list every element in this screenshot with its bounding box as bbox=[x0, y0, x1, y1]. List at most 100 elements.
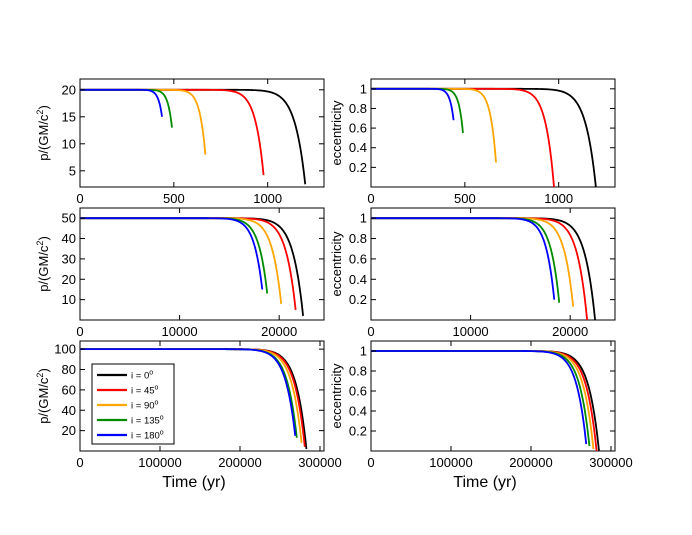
panel-row2-right: 0 10000 20000 0.2 0.4 0.6 0.8 1 eccentricity bbox=[329, 207, 616, 339]
y-tick-label: 50 bbox=[62, 211, 76, 226]
y-axis-label: eccentricity bbox=[329, 100, 344, 166]
legend-label-prefix: i = bbox=[131, 416, 144, 427]
y-tick-label: 0.8 bbox=[349, 231, 367, 246]
legend-label-value: 45 bbox=[144, 386, 155, 397]
y-tick-label: 20 bbox=[62, 82, 76, 97]
y-tick-label: 0.2 bbox=[349, 292, 367, 307]
series-line-1 bbox=[371, 87, 555, 188]
y-axis-label-sup: 2 bbox=[35, 241, 45, 246]
y-axis-label-sup: 2 bbox=[35, 373, 45, 378]
series-line-4 bbox=[371, 350, 588, 445]
legend-entry-label: i = 180o bbox=[131, 430, 164, 442]
series-group bbox=[80, 88, 307, 185]
y-axis-label: p/(GM/c2) bbox=[35, 236, 51, 292]
y-tick-label: 10 bbox=[62, 136, 76, 151]
series-line-4 bbox=[80, 88, 163, 117]
plot-frame bbox=[79, 207, 325, 321]
y-axis-label-end: ) bbox=[36, 368, 51, 372]
y-axis-label: eccentricity bbox=[329, 363, 344, 429]
series-line-1 bbox=[80, 88, 265, 176]
legend-label-prefix: i = bbox=[131, 371, 144, 382]
legend-entry-label: i = 0o bbox=[131, 370, 153, 382]
series-line-2 bbox=[371, 350, 595, 450]
x-tick-label: 0 bbox=[76, 324, 83, 339]
panel-row3-right: 0 100000 200000 300000 0.2 0.4 0.6 0.8 1 eccentri… bbox=[329, 340, 633, 491]
y-tick-label: 100 bbox=[54, 342, 76, 357]
x-tick-label: 20000 bbox=[552, 324, 588, 339]
legend-entry-label: i = 45o bbox=[131, 385, 159, 397]
series-line-0 bbox=[371, 87, 597, 188]
y-tick-label: 30 bbox=[62, 251, 76, 266]
x-tick-label: 300000 bbox=[298, 455, 341, 470]
y-tick-label: 20 bbox=[62, 272, 76, 287]
x-tick-label: 0 bbox=[76, 455, 83, 470]
x-tick-label: 20000 bbox=[261, 324, 297, 339]
y-axis-label: p/(GM/c2) bbox=[35, 105, 51, 161]
series-line-2 bbox=[80, 88, 207, 155]
y-axis-label-sup: 2 bbox=[35, 110, 45, 115]
y-tick-label: 20 bbox=[62, 423, 76, 438]
panel-row3-left: 0 100000 200000 30000020406080100p/(GM/c2)T… bbox=[35, 340, 342, 491]
x-tick-label: 1000 bbox=[544, 191, 573, 206]
x-tick-label: 10000 bbox=[162, 324, 198, 339]
panel-row1-left: 0 500 1000 5 10 15 20 p/(GM/c2) bbox=[35, 78, 325, 206]
y-tick-label: 1 bbox=[360, 344, 367, 359]
series-group bbox=[371, 350, 600, 452]
series-line-4 bbox=[80, 348, 297, 436]
y-tick-label: 1 bbox=[360, 81, 367, 96]
series-line-3 bbox=[371, 87, 464, 134]
x-tick-label: 200000 bbox=[509, 455, 552, 470]
x-tick-label: 500 bbox=[454, 191, 476, 206]
x-tick-label: 100000 bbox=[429, 455, 472, 470]
series-line-1 bbox=[371, 350, 598, 452]
legend-entry-label: i = 135o bbox=[131, 415, 164, 427]
y-tick-label: 0.4 bbox=[349, 140, 367, 155]
x-tick-label: 100000 bbox=[138, 455, 181, 470]
series-line-2 bbox=[371, 87, 497, 163]
series-line-0 bbox=[80, 217, 304, 317]
plot-frame bbox=[79, 340, 325, 452]
series-group bbox=[371, 217, 596, 321]
legend-label-sup: o bbox=[160, 415, 164, 422]
legend-label-sup: o bbox=[155, 385, 159, 392]
y-tick-label: 5 bbox=[69, 163, 76, 178]
series-line-2 bbox=[371, 217, 575, 307]
x-axis-label: Time (yr) bbox=[453, 474, 516, 491]
legend-label-prefix: i = bbox=[131, 431, 144, 442]
x-tick-label: 200000 bbox=[218, 455, 261, 470]
panel-row2-left: 0 10000 20000 10 20 30 40 50 p/(GM/c2) bbox=[35, 207, 325, 339]
legend-entry-label: i = 90o bbox=[131, 400, 159, 412]
x-tick-label: 0 bbox=[76, 191, 83, 206]
x-tick-label: 10000 bbox=[453, 324, 489, 339]
x-axis-label: Time (yr) bbox=[162, 474, 225, 491]
y-tick-label: 0.2 bbox=[349, 424, 367, 439]
y-axis-label-main: p/(GM/c bbox=[36, 245, 51, 292]
y-axis-label-end: ) bbox=[36, 236, 51, 240]
series-line-3 bbox=[371, 217, 561, 303]
panel-row1-right: 0 500 1000 0.2 0.4 0.6 0.8 1 eccentricity bbox=[329, 78, 616, 206]
legend-label-prefix: i = bbox=[131, 386, 144, 397]
legend-label-prefix: i = bbox=[131, 401, 144, 412]
y-axis-label-main: p/(GM/c bbox=[36, 114, 51, 161]
y-tick-label: 0.8 bbox=[349, 364, 367, 379]
series-line-3 bbox=[80, 88, 173, 128]
legend-label-sup: o bbox=[149, 370, 153, 377]
legend-label-value: 180 bbox=[144, 431, 160, 442]
x-tick-label: 1000 bbox=[253, 191, 282, 206]
series-line-0 bbox=[371, 217, 596, 321]
y-tick-label: 40 bbox=[62, 231, 76, 246]
y-tick-label: 1 bbox=[360, 211, 367, 226]
series-line-4 bbox=[371, 87, 455, 121]
x-tick-label: 0 bbox=[367, 191, 374, 206]
legend-label-sup: o bbox=[160, 430, 164, 437]
x-tick-label: 500 bbox=[163, 191, 185, 206]
legend-label-sup: o bbox=[155, 400, 159, 407]
x-tick-label: 0 bbox=[367, 455, 374, 470]
y-tick-label: 15 bbox=[62, 109, 76, 124]
plot-frame bbox=[370, 207, 616, 321]
y-tick-label: 0.8 bbox=[349, 101, 367, 116]
series-line-3 bbox=[80, 217, 269, 294]
y-axis-label-main: p/(GM/c bbox=[36, 377, 51, 424]
